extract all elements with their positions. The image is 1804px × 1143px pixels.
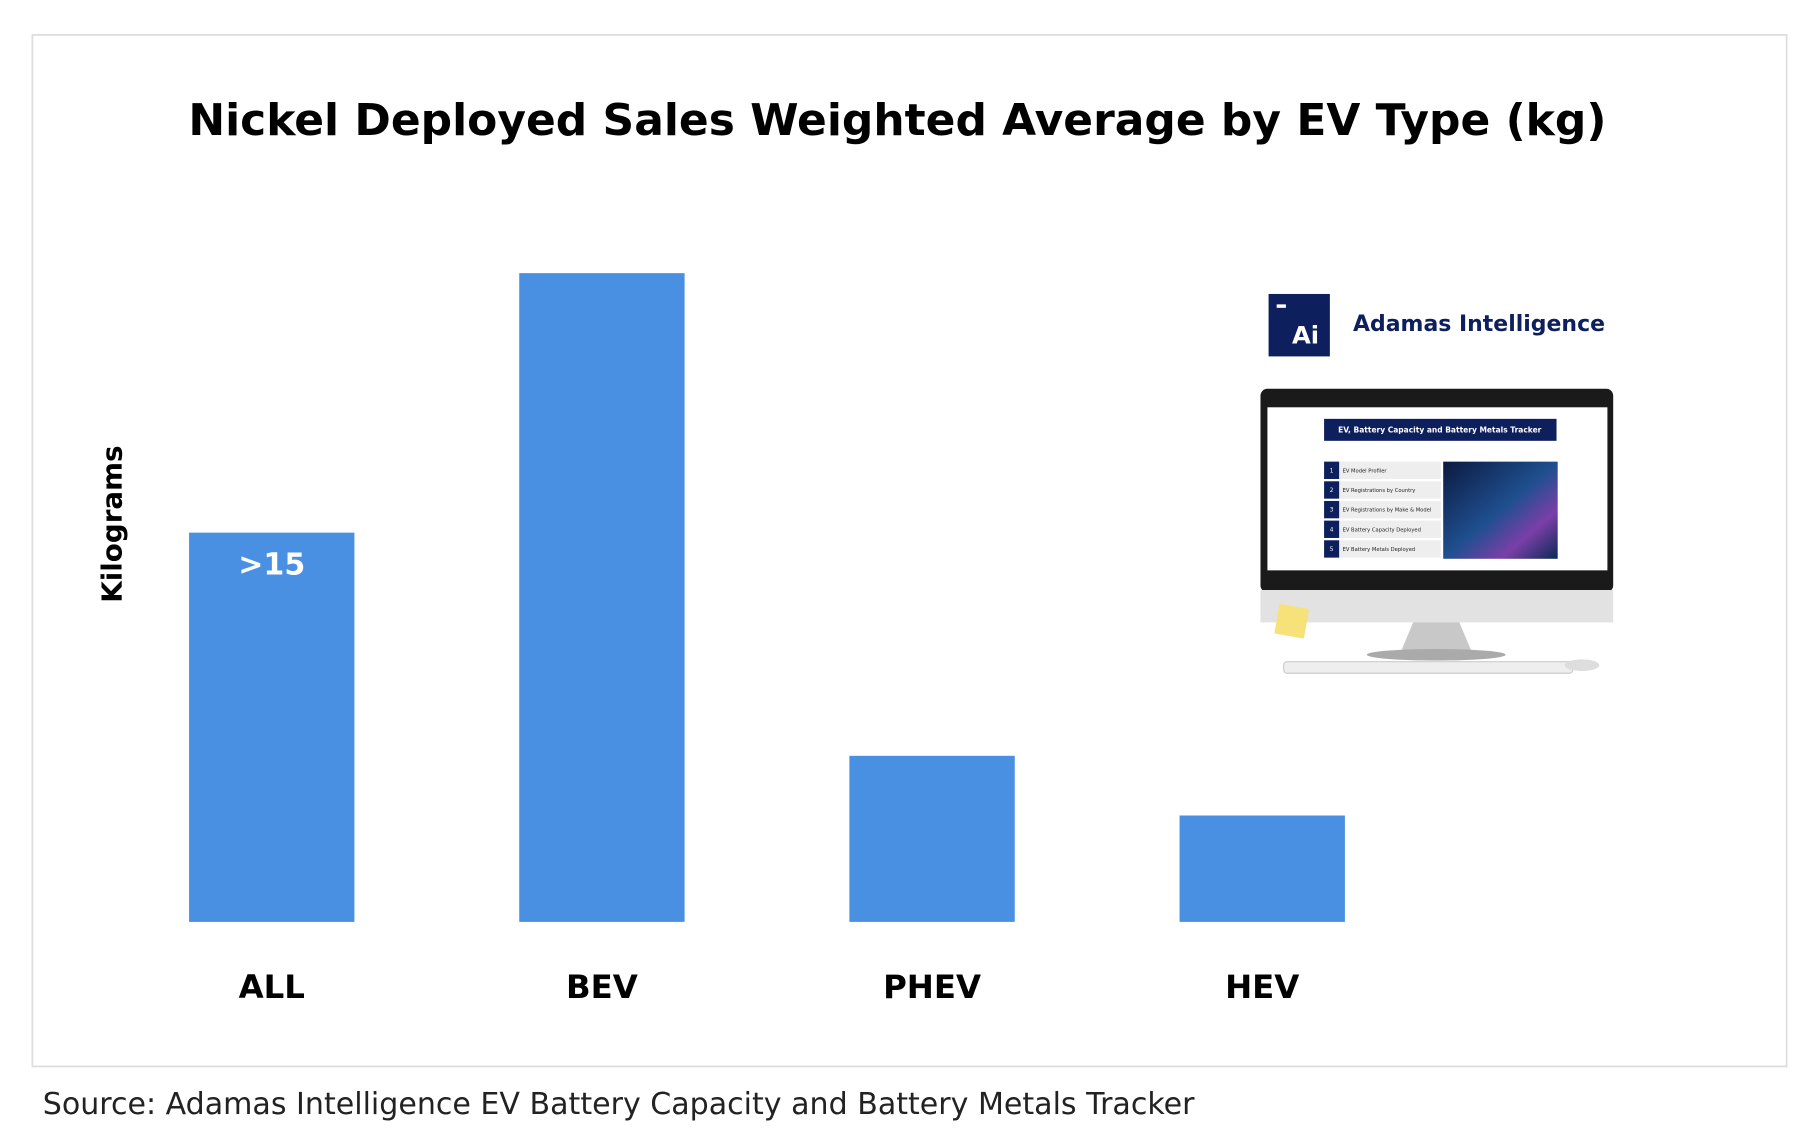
mouse [1564, 659, 1600, 671]
list-number: 2 [1330, 488, 1334, 494]
bar [519, 273, 685, 922]
keyboard [1283, 661, 1574, 674]
bar [849, 755, 1015, 922]
list-label: EV Battery Capacity Deployed [1343, 527, 1421, 533]
list-row [1324, 540, 1441, 558]
list-number-box [1324, 500, 1340, 519]
screen-title: EV, Battery Capacity and Battery Metals … [1338, 425, 1542, 434]
bar [189, 532, 355, 922]
x-tick-label: ALL [239, 968, 305, 1006]
sticky-note [1274, 603, 1310, 639]
bar [1179, 815, 1345, 922]
x-tick-label: HEV [1225, 968, 1299, 1006]
x-tick-label: PHEV [883, 968, 981, 1006]
list-number: 3 [1330, 508, 1334, 514]
list-label: EV Registrations by Country [1343, 488, 1416, 494]
y-axis-label: Kilograms [95, 445, 128, 602]
screen-photo [1443, 461, 1558, 559]
list-row [1324, 481, 1441, 499]
monitor-chin [1260, 590, 1614, 623]
list-number-box [1324, 481, 1340, 499]
list-row [1324, 520, 1441, 538]
monitor-stand [1401, 622, 1471, 651]
list-number-box [1324, 520, 1340, 538]
logo-text: Ai [1292, 321, 1319, 350]
list-number: 5 [1330, 547, 1334, 553]
screen-title-bar [1324, 418, 1557, 441]
brand-name: Adamas Intelligence [1353, 312, 1605, 337]
list-number-box [1324, 540, 1340, 558]
list-label: EV Battery Metals Deployed [1343, 547, 1416, 553]
logo-dash [1276, 304, 1286, 308]
list-label: EV Model Profiler [1343, 468, 1388, 474]
chart-title: Nickel Deployed Sales Weighted Average b… [188, 95, 1606, 146]
list-row [1324, 461, 1441, 479]
value-label: >15 [238, 548, 305, 583]
source-note: Source: Adamas Intelligence EV Battery C… [43, 1087, 1195, 1122]
list-row [1324, 500, 1441, 519]
list-label: EV Registrations by Make & Model [1343, 508, 1432, 514]
monitor-base [1366, 648, 1506, 661]
list-number: 4 [1330, 527, 1334, 533]
screen-list: 1 EV Model Profiler 2 EV Registrations by C… [1324, 461, 1441, 558]
list-number: 1 [1330, 468, 1334, 474]
advert: Ai Adamas Intelligence EV, Battery Capac… [1260, 293, 1614, 674]
list-number-box [1324, 461, 1340, 479]
x-tick-label: BEV [566, 968, 638, 1006]
